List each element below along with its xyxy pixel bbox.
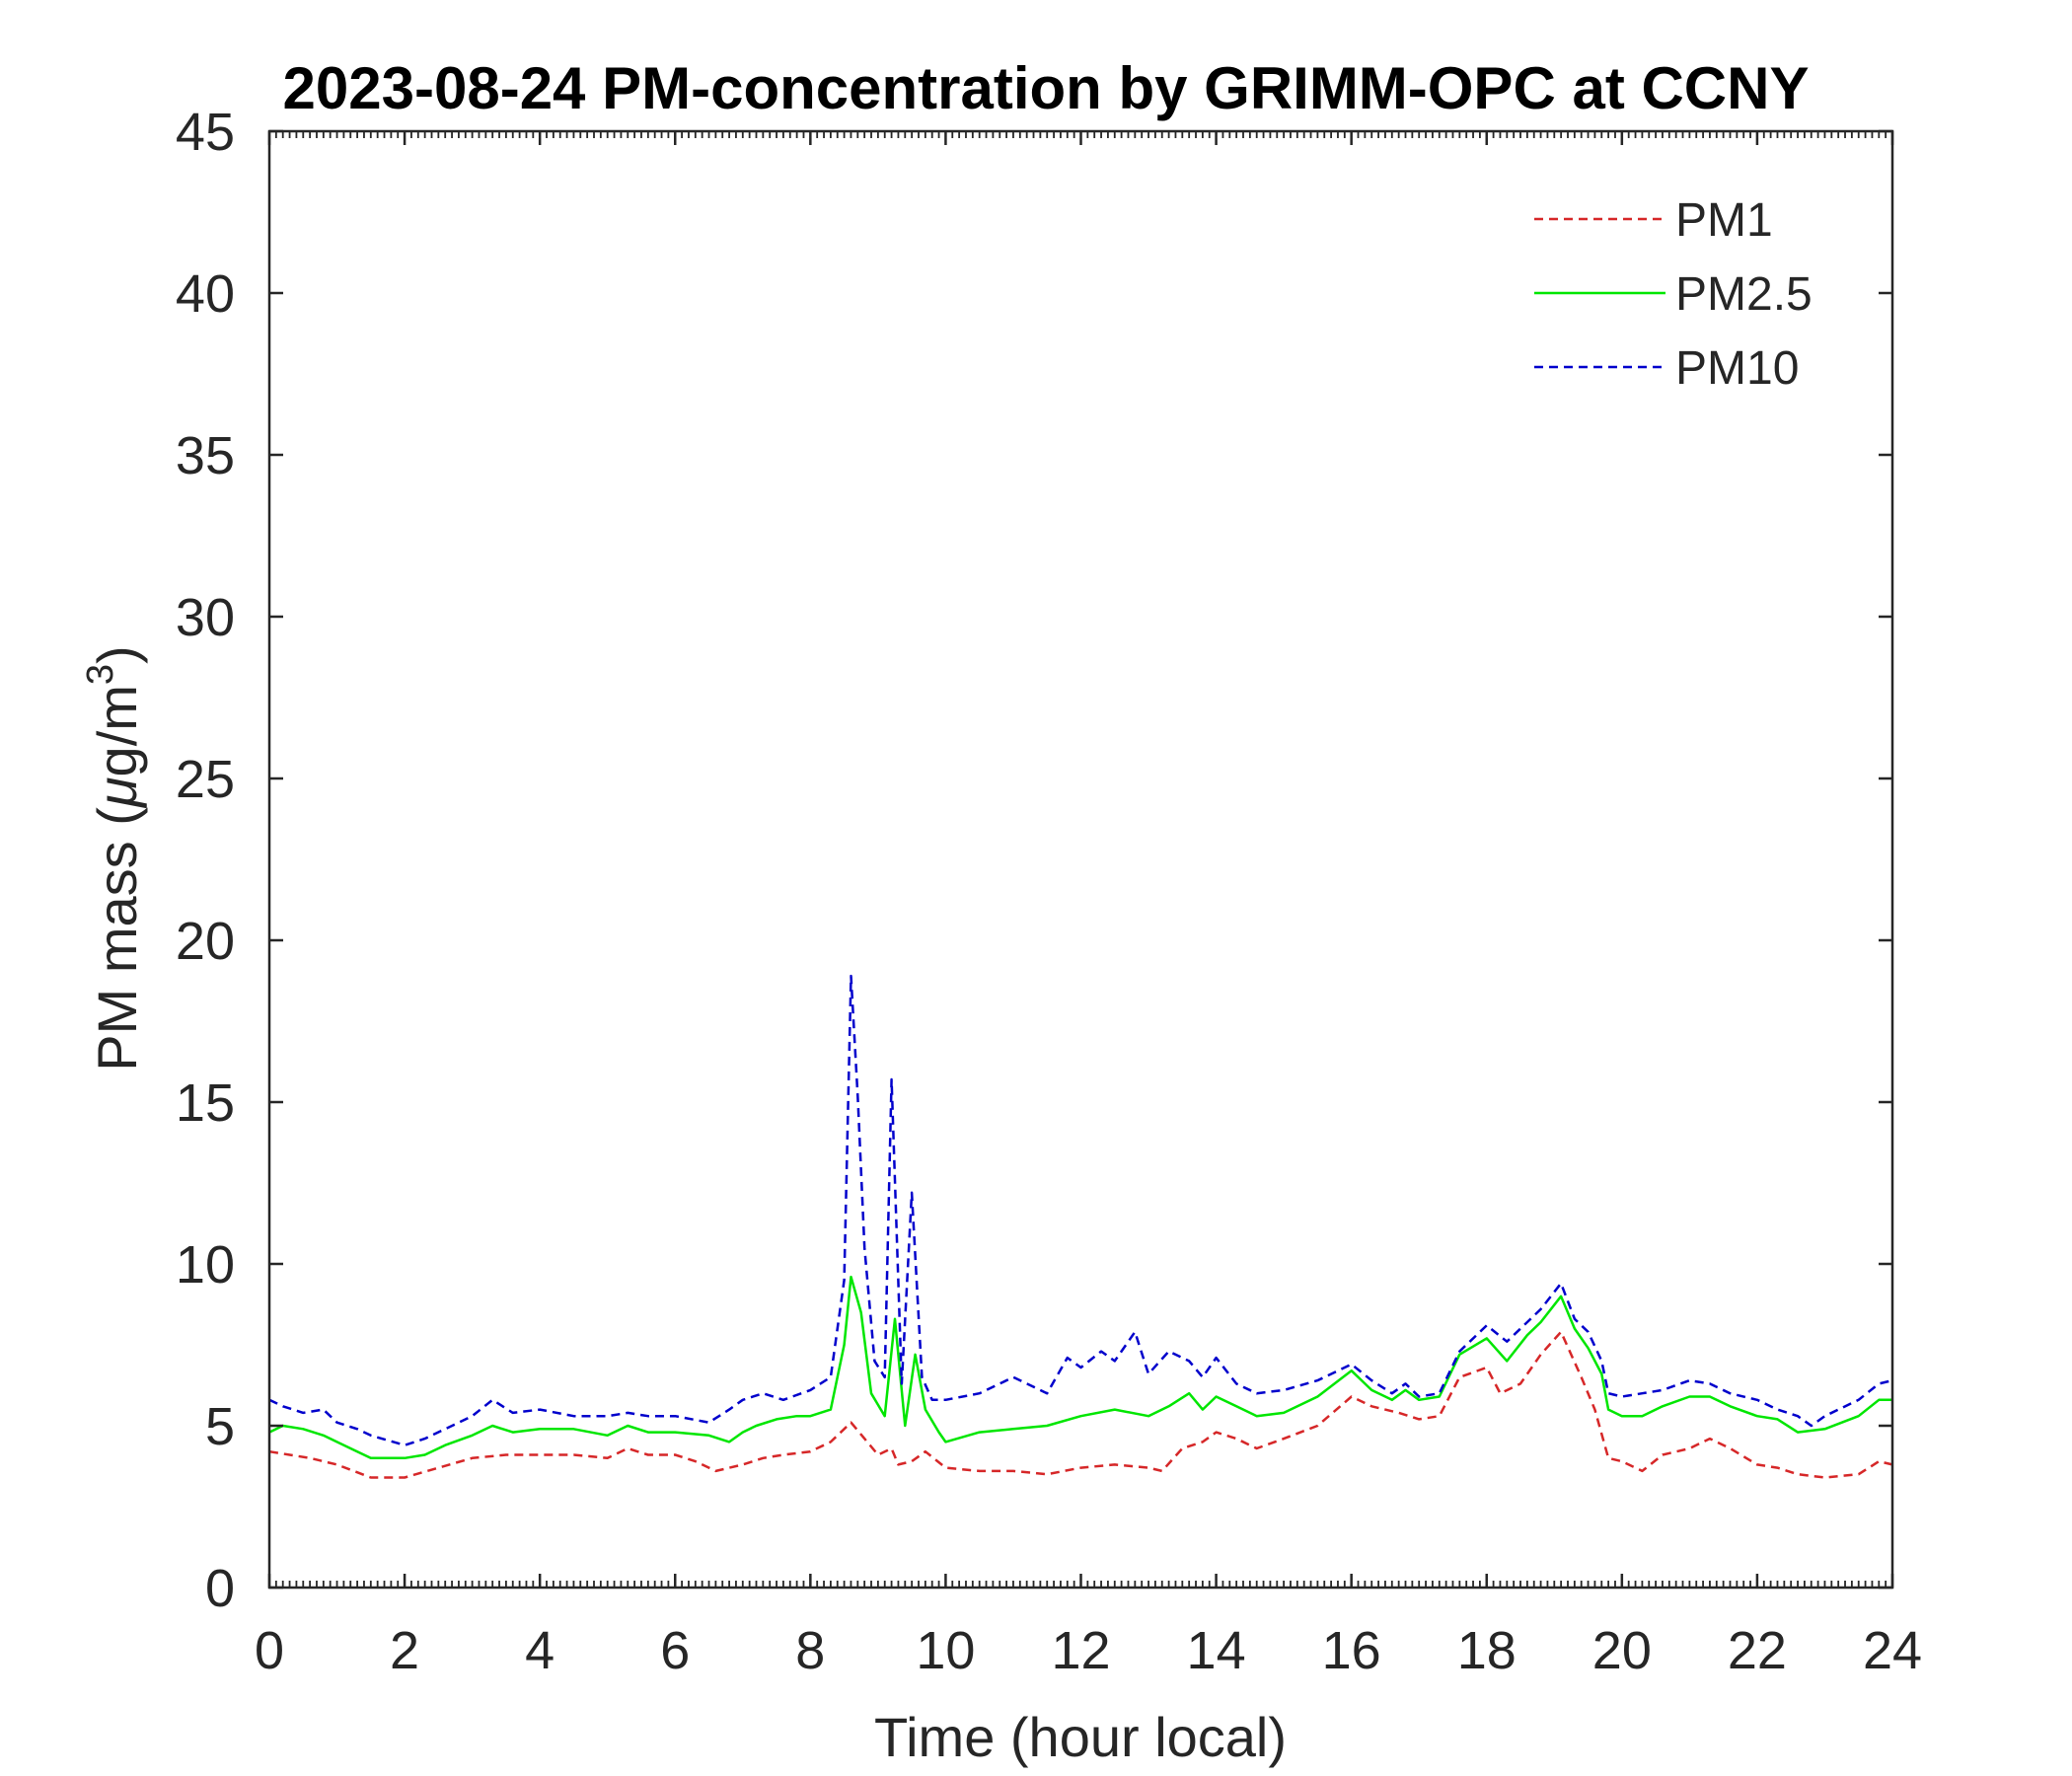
series-layer [268,974,1893,1479]
legend: PM1 PM2.5 PM10 [1534,194,1813,395]
series-line-pm1 [268,1330,1893,1479]
y-tick-labels: 0 5 10 15 20 25 30 35 40 45 [176,103,235,1618]
x-axis-label: Time (hour local) [874,1706,1287,1768]
plot-frame [267,129,1894,1590]
y-axis-label: PM mass (μg/m3) [80,645,148,1071]
legend-label-pm1: PM1 [1675,194,1773,247]
ticks-layer [267,129,1894,1590]
y-tick-label: 25 [176,750,235,809]
x-tick-label: 2 [390,1621,419,1680]
legend-label-pm10: PM10 [1675,342,1799,395]
y-tick-label: 30 [176,588,235,647]
y-axis-label-mu: μ [86,777,148,809]
y-tick-label: 40 [176,264,235,324]
y-tick-label: 45 [176,103,235,162]
y-tick-label: 0 [205,1559,235,1618]
x-tick-labels: 0 2 4 6 8 10 12 14 16 18 20 22 24 [255,1621,1922,1680]
y-tick-label: 5 [205,1397,235,1456]
series-line-pm10 [268,974,1893,1446]
x-tick-label: 18 [1457,1621,1517,1680]
x-tick-label: 0 [255,1621,284,1680]
y-axis-label-main: PM mass ( [86,807,148,1072]
x-tick-label: 20 [1592,1621,1652,1680]
x-tick-label: 24 [1863,1621,1922,1680]
legend-label-pm25: PM2.5 [1675,268,1813,321]
series-line-pm25 [268,1275,1892,1460]
x-tick-label: 8 [795,1621,825,1680]
y-tick-label: 10 [176,1235,235,1295]
y-axis-label-unit: g/m [86,685,148,777]
chart-title: 2023-08-24 PM-concentration by GRIMM-OPC… [283,55,1810,121]
y-tick-label: 15 [176,1073,235,1133]
x-tick-label: 6 [660,1621,690,1680]
x-tick-label: 16 [1322,1621,1381,1680]
x-tick-label: 12 [1051,1621,1110,1680]
y-tick-label: 35 [176,426,235,485]
x-tick-label: 4 [525,1621,555,1680]
x-tick-label: 10 [916,1621,975,1680]
y-tick-label: 20 [176,912,235,971]
x-tick-label: 22 [1728,1621,1787,1680]
y-axis-label-sup: 3 [80,664,121,685]
y-axis-label-close: ) [86,645,148,664]
x-tick-label: 14 [1187,1621,1246,1680]
